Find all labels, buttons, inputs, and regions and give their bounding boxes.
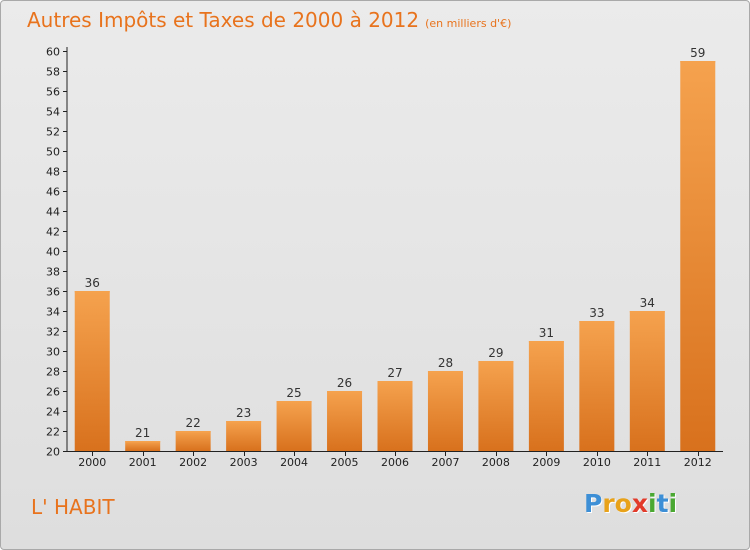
y-tick-label: 44 [46, 206, 60, 219]
y-tick-label: 20 [46, 446, 60, 459]
logo-letter: r [602, 489, 615, 518]
y-tick-label: 54 [46, 106, 60, 119]
logo-letter: o [614, 489, 632, 518]
x-tick-label: 2009 [532, 456, 560, 469]
bar-top-edge [377, 381, 413, 383]
x-tick-label: 2002 [179, 456, 207, 469]
bar-value-label: 28 [438, 356, 453, 370]
chart-subtitle: (en milliers d'€) [425, 17, 512, 30]
y-tick-label: 38 [46, 266, 60, 279]
y-tick-label: 48 [46, 166, 60, 179]
bar [377, 381, 413, 451]
bar [276, 401, 312, 451]
logo-letter: x [631, 489, 648, 518]
x-tick-label: 2011 [633, 456, 661, 469]
y-tick-label: 40 [46, 246, 60, 259]
bar-value-label: 27 [387, 366, 402, 380]
bar [125, 441, 161, 451]
logo-letter: P [584, 489, 603, 518]
bar-top-edge [579, 321, 615, 323]
y-tick-label: 24 [46, 406, 60, 419]
logo-letter: i [668, 489, 678, 518]
bar [528, 341, 564, 451]
bar [478, 361, 514, 451]
bar-top-edge [629, 311, 665, 313]
proxiti-logo[interactable]: Proxiti [584, 489, 677, 518]
bar-top-edge [528, 341, 564, 343]
y-tick-label: 46 [46, 186, 60, 199]
place-name: L' HABIT [31, 495, 115, 519]
bar-top-edge [680, 61, 716, 63]
x-tick-label: 2000 [78, 456, 106, 469]
bar-value-label: 22 [186, 416, 201, 430]
x-tick-label: 2001 [129, 456, 157, 469]
bar-top-edge [74, 291, 110, 293]
y-tick-label: 42 [46, 226, 60, 239]
bar-value-label: 25 [286, 386, 301, 400]
y-tick-label: 22 [46, 426, 60, 439]
bar-top-edge [175, 431, 211, 433]
bar-value-label: 34 [640, 296, 655, 310]
title-text: Autres Impôts et Taxes de 2000 à 2012 [27, 8, 420, 32]
bar [427, 371, 463, 451]
y-tick-label: 52 [46, 126, 60, 139]
x-tick-label: 2010 [583, 456, 611, 469]
y-tick-label: 32 [46, 326, 60, 339]
bar-top-edge [427, 371, 463, 373]
bar [579, 321, 615, 451]
bars-layer [74, 61, 716, 451]
labels-layer: 36 21 22 23 25 26 27 28 29 31 33 34 59 [85, 46, 706, 440]
bar [226, 421, 262, 451]
y-tick-label: 56 [46, 86, 60, 99]
y-tick-label: 28 [46, 366, 60, 379]
bar-value-label: 29 [488, 346, 503, 360]
bar-value-label: 26 [337, 376, 352, 390]
x-tick-label: 2007 [431, 456, 459, 469]
bar-value-label: 33 [589, 306, 604, 320]
bar-top-edge [478, 361, 514, 363]
bar [74, 291, 110, 451]
logo-letter: i [648, 489, 657, 518]
bar [629, 311, 665, 451]
x-tick-label: 2004 [280, 456, 308, 469]
x-tick-label: 2008 [482, 456, 510, 469]
bar-top-edge [125, 441, 161, 443]
bar-value-label: 59 [690, 46, 705, 60]
x-tick-label: 2003 [230, 456, 258, 469]
x-tick-label: 2005 [331, 456, 359, 469]
y-tick-label: 36 [46, 286, 60, 299]
bar-value-label: 31 [539, 326, 554, 340]
y-tick-label: 50 [46, 146, 60, 159]
bar-top-edge [276, 401, 312, 403]
bar [175, 431, 211, 451]
y-tick-label: 26 [46, 386, 60, 399]
bar [327, 391, 363, 451]
bar-value-label: 21 [135, 426, 150, 440]
x-tick-label: 2012 [684, 456, 712, 469]
bar-top-edge [226, 421, 262, 423]
y-tick-label: 30 [46, 346, 60, 359]
bar [680, 61, 716, 451]
bar-top-edge [327, 391, 363, 393]
bar-value-label: 23 [236, 406, 251, 420]
y-tick-label: 34 [46, 306, 60, 319]
axes-layer: 20 22 24 26 28 30 32 34 36 38 40 42 44 46 48 50 52 54 56 58… [46, 46, 723, 469]
y-tick-label: 60 [46, 46, 60, 59]
x-tick-label: 2006 [381, 456, 409, 469]
chart-title: Autres Impôts et Taxes de 2000 à 2012 (en… [27, 8, 511, 32]
bar-value-label: 36 [85, 276, 100, 290]
y-tick-label: 58 [46, 66, 60, 79]
logo-letter: t [656, 489, 669, 518]
